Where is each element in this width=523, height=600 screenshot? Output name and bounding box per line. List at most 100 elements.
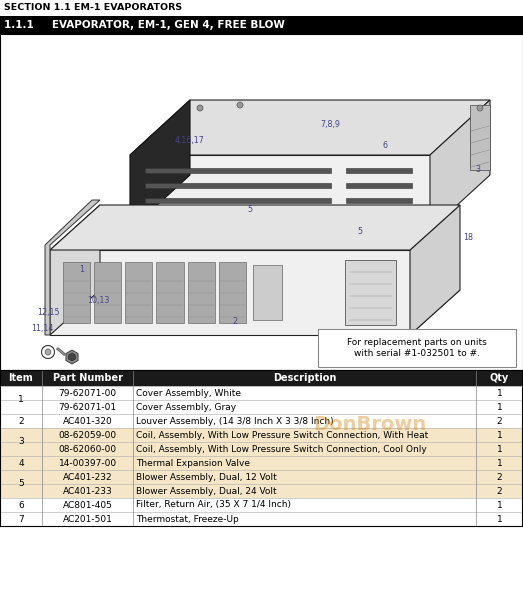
Text: AC401-320: AC401-320 <box>63 416 112 425</box>
Text: Qty: Qty <box>490 373 509 383</box>
Text: 2: 2 <box>497 473 502 481</box>
Text: 1: 1 <box>497 514 502 523</box>
Text: 2: 2 <box>497 416 502 425</box>
Bar <box>0 16 523 34</box>
Text: 1.1.1     EVAPORATOR, EM-1, GEN 4, FREE BLOW: 1.1.1 EVAPORATOR, EM-1, GEN 4, FREE BLOW <box>4 20 285 30</box>
Text: 7: 7 <box>18 514 24 523</box>
Circle shape <box>477 105 483 111</box>
Bar <box>0 370 523 386</box>
Bar <box>145 183 331 188</box>
Polygon shape <box>50 205 100 335</box>
Polygon shape <box>130 155 430 230</box>
Bar <box>345 260 395 325</box>
Bar <box>0 442 523 456</box>
Text: Cover Assembly, White: Cover Assembly, White <box>137 389 242 397</box>
Circle shape <box>41 346 54 358</box>
Text: 5: 5 <box>357 227 362 236</box>
Bar <box>63 262 90 323</box>
Text: 11,14: 11,14 <box>31 323 53 332</box>
Text: 1: 1 <box>79 265 85 275</box>
Bar <box>0 400 523 414</box>
Polygon shape <box>50 205 460 250</box>
Bar <box>346 183 412 188</box>
Polygon shape <box>130 100 190 230</box>
Text: 08-62060-00: 08-62060-00 <box>59 445 117 454</box>
Text: Thermostat, Freeze-Up: Thermostat, Freeze-Up <box>137 514 239 523</box>
Bar <box>0 498 523 512</box>
Bar <box>0 386 523 400</box>
Text: 1: 1 <box>497 500 502 509</box>
Text: 1: 1 <box>497 431 502 439</box>
Text: 1: 1 <box>497 403 502 412</box>
Text: 3: 3 <box>18 437 24 446</box>
Text: Cover Assembly, Gray: Cover Assembly, Gray <box>137 403 236 412</box>
Text: 2: 2 <box>232 317 237 326</box>
Bar <box>0 456 523 470</box>
Text: 79-62071-00: 79-62071-00 <box>59 389 117 397</box>
Text: 1: 1 <box>497 389 502 397</box>
Bar <box>125 262 152 323</box>
Text: AC801-405: AC801-405 <box>63 500 112 509</box>
Polygon shape <box>69 353 75 361</box>
Polygon shape <box>66 350 78 364</box>
Text: 79-62071-01: 79-62071-01 <box>59 403 117 412</box>
Text: 6: 6 <box>382 140 388 149</box>
Circle shape <box>237 102 243 108</box>
Text: 5: 5 <box>247 205 253 214</box>
Bar <box>0 470 523 484</box>
Text: 4: 4 <box>18 458 24 467</box>
Bar <box>346 168 412 173</box>
Polygon shape <box>470 105 490 170</box>
Polygon shape <box>430 100 490 230</box>
Bar <box>145 213 331 218</box>
Bar <box>145 198 331 203</box>
Text: Description: Description <box>273 373 336 383</box>
Text: 4,16,17: 4,16,17 <box>175 136 205 145</box>
Text: 08-62059-00: 08-62059-00 <box>59 431 117 439</box>
Bar <box>0 0 523 16</box>
Text: Item: Item <box>8 373 33 383</box>
Bar <box>0 484 523 498</box>
Bar <box>94 262 121 323</box>
Text: 7,8,9: 7,8,9 <box>320 121 340 130</box>
Text: 10,13: 10,13 <box>87 295 109 304</box>
Text: For replacement parts on units
with serial #1-032501 to #.: For replacement parts on units with seri… <box>347 338 487 358</box>
Text: 18: 18 <box>463 233 473 242</box>
Text: Filter, Return Air, (35 X 7 1/4 Inch): Filter, Return Air, (35 X 7 1/4 Inch) <box>137 500 291 509</box>
Bar <box>0 34 523 370</box>
Bar <box>0 414 523 428</box>
Circle shape <box>45 349 51 355</box>
Bar <box>346 198 412 203</box>
Polygon shape <box>45 200 100 335</box>
Text: Part Number: Part Number <box>53 373 122 383</box>
Bar <box>346 213 412 218</box>
Text: 1: 1 <box>497 445 502 454</box>
Text: 2: 2 <box>18 416 24 425</box>
Text: Coil, Assembly, With Low Pressure Switch Connection, Cool Only: Coil, Assembly, With Low Pressure Switch… <box>137 445 427 454</box>
Text: 2: 2 <box>497 487 502 496</box>
Text: 6: 6 <box>18 500 24 509</box>
Polygon shape <box>410 205 460 335</box>
Bar <box>188 262 215 323</box>
Text: 3: 3 <box>475 166 481 175</box>
Text: Blower Assembly, Dual, 24 Volt: Blower Assembly, Dual, 24 Volt <box>137 487 277 496</box>
Text: AC401-232: AC401-232 <box>63 473 112 481</box>
Bar <box>0 34 523 370</box>
Circle shape <box>197 105 203 111</box>
Bar <box>318 329 516 367</box>
Text: 5: 5 <box>18 479 24 488</box>
Polygon shape <box>50 250 410 335</box>
Polygon shape <box>130 100 490 155</box>
Bar <box>253 265 282 320</box>
Text: AC201-501: AC201-501 <box>63 514 112 523</box>
Text: Blower Assembly, Dual, 12 Volt: Blower Assembly, Dual, 12 Volt <box>137 473 277 481</box>
Text: Thermal Expansion Valve: Thermal Expansion Valve <box>137 458 251 467</box>
Text: 1: 1 <box>18 395 24 404</box>
Text: AC401-233: AC401-233 <box>63 487 112 496</box>
Text: Coil, Assembly, With Low Pressure Switch Connection, With Heat: Coil, Assembly, With Low Pressure Switch… <box>137 431 429 439</box>
Polygon shape <box>50 290 460 335</box>
Text: 1: 1 <box>497 458 502 467</box>
Bar <box>0 512 523 526</box>
Bar <box>0 428 523 442</box>
Bar <box>156 262 184 323</box>
